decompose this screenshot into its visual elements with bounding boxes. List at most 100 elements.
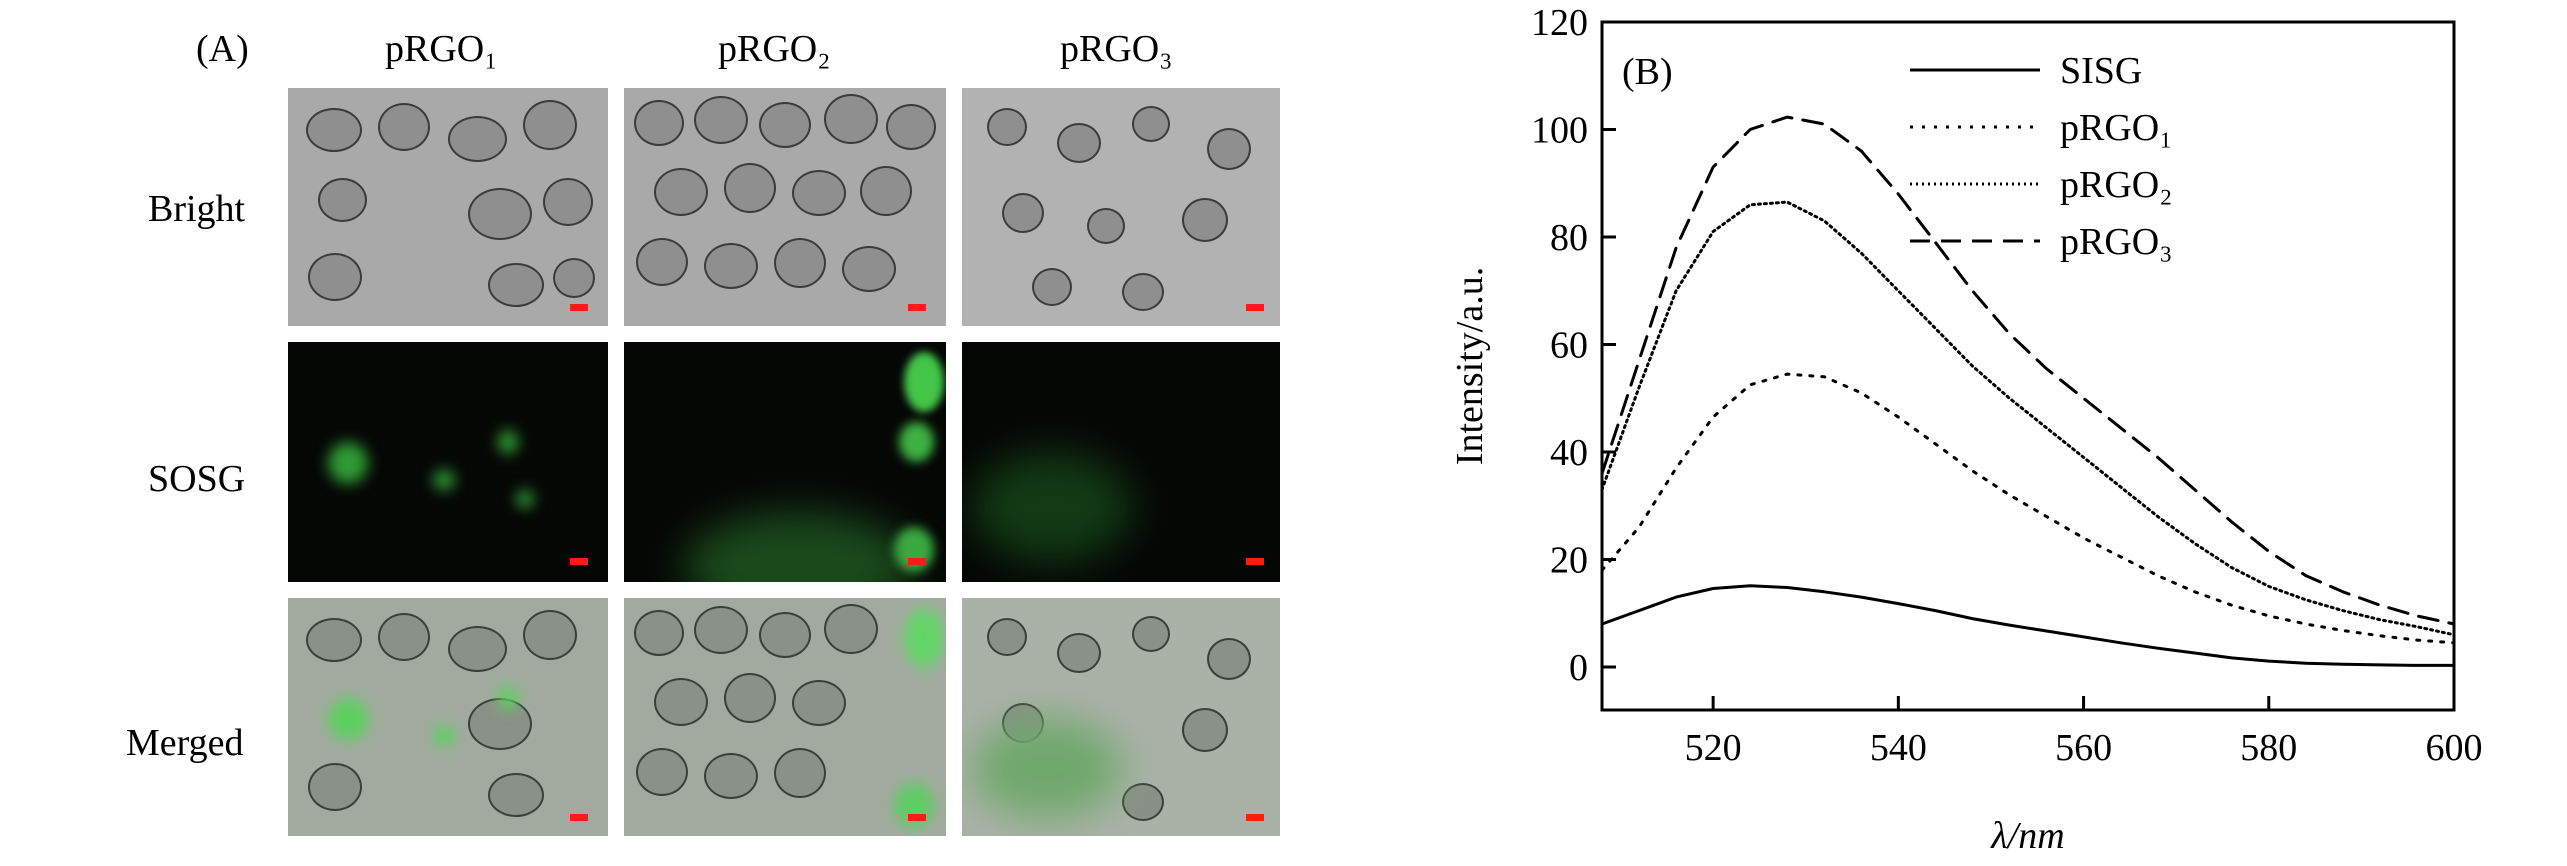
cell (987, 108, 1027, 146)
fluorescent-spot (899, 422, 934, 462)
cell (634, 100, 684, 146)
column-label-prgo3: pRGO₃ (1060, 28, 1173, 70)
cell (724, 163, 776, 213)
cell (987, 618, 1027, 656)
legend-label-2: pRGO₁ (2060, 107, 2172, 149)
fluorescent-spot (433, 470, 455, 490)
cell (308, 763, 362, 811)
series-line-1 (1600, 584, 2456, 667)
x-tick-label: 580 (2240, 727, 2297, 769)
fluorescent-spot (904, 352, 944, 412)
scale-bar (908, 304, 926, 311)
cell (860, 166, 912, 216)
cell (318, 178, 367, 222)
fluorescent-spot (894, 783, 934, 828)
series-line-3 (1600, 200, 2456, 637)
cell (553, 258, 595, 298)
cell (1122, 783, 1164, 821)
series-line-4 (1600, 115, 2456, 626)
cell (792, 680, 846, 726)
cell (634, 610, 684, 656)
merged-image-prgo2 (624, 598, 946, 836)
cell (1057, 123, 1101, 163)
cell (1032, 268, 1072, 306)
row-label-sosg: SOSG (148, 458, 246, 500)
legend-label-1: SISG (2060, 50, 2142, 92)
cell (308, 253, 362, 301)
panel-b-label: (B) (1622, 51, 1673, 93)
sosg-fluorescence-image-prgo1 (288, 342, 608, 582)
scale-bar (570, 814, 588, 821)
series-line-2 (1600, 372, 2456, 645)
cell (1132, 106, 1170, 142)
cell (654, 168, 708, 216)
cell (1207, 638, 1251, 680)
y-tick-label: 60 (1550, 325, 1588, 367)
merged-image-prgo1 (288, 598, 608, 836)
cell (448, 626, 507, 672)
y-tick-label: 120 (1531, 2, 1588, 44)
cell (792, 170, 846, 216)
cell (488, 263, 544, 307)
cell (523, 100, 577, 150)
y-tick-label: 0 (1569, 647, 1588, 689)
scale-bar (1246, 558, 1264, 565)
sosg-fluorescence-image-prgo2 (624, 342, 946, 582)
y-tick-label: 40 (1550, 432, 1588, 474)
cell (1087, 208, 1125, 244)
panel-b-chart: 0 20 40 60 80 100 120 520 540 560 580 600 SISG pRGO… (1449, 2, 2483, 857)
fluorescent-spot (904, 608, 944, 668)
cell (448, 116, 507, 162)
y-axis: 0 20 40 60 80 100 120 (1531, 2, 1616, 689)
merged-image-prgo3 (962, 598, 1280, 836)
series-group (1600, 115, 2456, 667)
cell (523, 610, 577, 660)
cell (759, 102, 811, 148)
cell (842, 246, 896, 292)
x-axis-label: λ/nm (1990, 815, 2064, 857)
cell (306, 618, 362, 662)
x-axis: 520 540 560 580 600 (1685, 696, 2483, 769)
bright-field-image-prgo2 (624, 88, 946, 326)
cell (378, 613, 430, 661)
cell (543, 178, 593, 226)
cell (824, 94, 878, 144)
fluorescent-spot (498, 430, 518, 454)
cell (759, 612, 811, 658)
bright-field-image-prgo3 (962, 88, 1280, 326)
sosg-fluorescence-image-prgo3 (962, 342, 1280, 582)
row-label-merged: Merged (126, 722, 244, 764)
fluorescent-region (972, 718, 1122, 818)
cell (704, 243, 758, 289)
cell (774, 238, 826, 288)
fluorescent-region (684, 512, 914, 582)
x-tick-label: 540 (1870, 727, 1927, 769)
cell (1207, 128, 1251, 170)
y-axis-label: Intensity/a.u. (1449, 267, 1491, 465)
cell (1132, 616, 1170, 652)
x-tick-label: 560 (2055, 727, 2112, 769)
cell (636, 748, 688, 796)
fluorescent-spot (433, 726, 455, 746)
cell (824, 604, 878, 654)
fluorescent-spot (516, 490, 534, 508)
y-tick-label: 100 (1531, 110, 1588, 152)
scale-bar (1246, 814, 1264, 821)
row-label-bright: Bright (148, 188, 246, 230)
x-axis-label-text: λ/nm (1990, 815, 2064, 857)
scale-bar (1246, 304, 1264, 311)
legend-label-4: pRGO₃ (2060, 221, 2172, 263)
cell (704, 753, 758, 799)
column-label-prgo2: pRGO₂ (718, 28, 831, 70)
fluorescent-region (972, 452, 1132, 562)
cell (468, 188, 532, 240)
cell (886, 104, 936, 150)
cell (1182, 198, 1228, 242)
cell (654, 678, 708, 726)
scale-bar (570, 304, 588, 311)
cell (1002, 193, 1044, 233)
y-tick-label: 20 (1550, 540, 1588, 582)
cell (488, 773, 544, 817)
x-tick-label: 520 (1685, 727, 1742, 769)
cell (694, 606, 748, 654)
